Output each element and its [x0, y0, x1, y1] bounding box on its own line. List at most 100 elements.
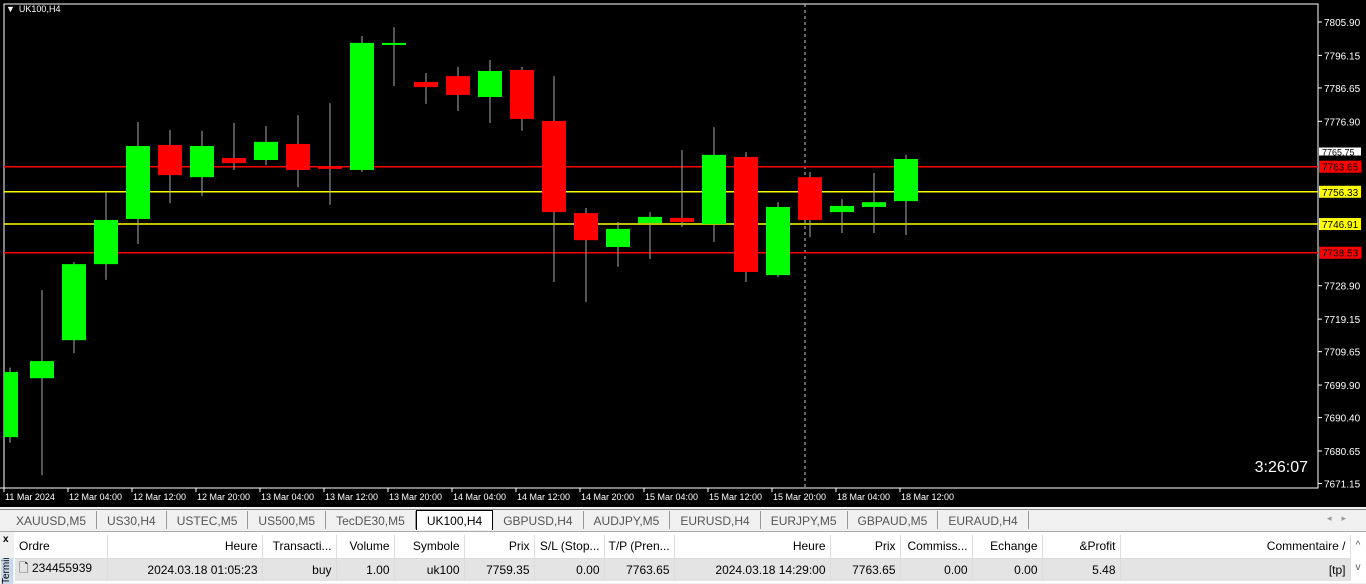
- table-cell: 0.00: [900, 558, 973, 581]
- bull-candle: [606, 228, 630, 248]
- tab-uk100-h4[interactable]: UK100,H4: [415, 510, 494, 530]
- time-tick-label: 18 Mar 12:00: [901, 492, 954, 502]
- table-cell: buy: [262, 558, 337, 581]
- bull-candle: [254, 141, 278, 161]
- bull-candle: [862, 202, 886, 207]
- column-header[interactable]: Heure: [107, 535, 263, 559]
- chart-tabs: XAUUSD,M5 US30,H4 USTEC,M5 US500,M5 TecDE30,…: [0, 509, 1366, 530]
- table-cell: 1.00: [336, 558, 395, 581]
- close-icon[interactable]: x: [3, 534, 9, 545]
- level-label-bg: [1319, 160, 1361, 173]
- table-cell: 7759.35: [464, 558, 535, 581]
- cell: 2024.03.18 01:05:23: [147, 562, 258, 577]
- time-tick-label: 13 Mar 12:00: [325, 492, 378, 502]
- price-tick-label: 7671.15: [1324, 480, 1361, 491]
- column-header[interactable]: T/P (Pren...: [604, 535, 675, 559]
- table-cell: 0.00: [972, 558, 1043, 581]
- tab-xauusd-m5[interactable]: XAUUSD,M5: [6, 511, 98, 529]
- dropdown-triangle-icon[interactable]: ▼: [6, 4, 15, 14]
- column-header[interactable]: S/L (Stop...: [534, 535, 605, 559]
- candle-countdown: 3:26:07: [1254, 459, 1308, 476]
- tab-eurjpy-m5[interactable]: EURJPY,M5: [761, 511, 848, 529]
- scroll-down-icon[interactable]: v: [1355, 562, 1361, 573]
- column-header[interactable]: Commiss...: [900, 535, 973, 559]
- bear-candle: [446, 76, 470, 95]
- tab-gbpaud-m5[interactable]: GBPAUD,M5: [848, 511, 939, 529]
- column-header[interactable]: Volume: [336, 535, 395, 559]
- column-header[interactable]: Symbole: [394, 535, 465, 559]
- tab-us30-h4[interactable]: US30,H4: [97, 511, 167, 529]
- cell: uk100: [426, 562, 460, 577]
- level-label-bg: [1319, 246, 1361, 259]
- cell: 0.00: [944, 562, 968, 577]
- column-header[interactable]: Prix: [464, 535, 535, 559]
- level-label: 7763.65: [1322, 163, 1359, 174]
- terminal-label: Terminal: [1, 558, 13, 584]
- scroll-up-icon[interactable]: ^: [1355, 540, 1361, 551]
- time-tick-label: 12 Mar 04:00: [69, 492, 122, 502]
- time-tick-label: 13 Mar 04:00: [261, 492, 314, 502]
- bear-candle: [542, 120, 566, 213]
- tab-tecde30-m5[interactable]: TecDE30,M5: [326, 511, 416, 529]
- cell: buy: [312, 562, 332, 577]
- bear-candle: [670, 217, 694, 223]
- terminal-panel: x Terminal Ordre Heure Transacti... Volume S…: [0, 531, 1366, 584]
- bull-candle: [382, 42, 406, 45]
- column-header[interactable]: Transacti...: [262, 535, 337, 559]
- time-tick-label: 18 Mar 04:00: [837, 492, 890, 502]
- bear-candle: [222, 157, 246, 164]
- bull-candle: [638, 216, 662, 224]
- chart-frame: [3, 3, 1319, 489]
- tab-us500-m5[interactable]: US500,M5: [248, 511, 327, 529]
- chart-symbol[interactable]: ▼ UK100,H4: [6, 4, 61, 14]
- price-tick-label: 7805.90: [1324, 18, 1361, 29]
- bull-candle: [94, 219, 118, 265]
- tab-audjpy-m5[interactable]: AUDJPY,M5: [584, 511, 671, 529]
- column-header[interactable]: Commentaire /: [1120, 535, 1351, 559]
- time-tick-label: 14 Mar 20:00: [581, 492, 634, 502]
- price-tick-label: 7786.65: [1324, 84, 1361, 95]
- time-tick-label: 12 Mar 20:00: [197, 492, 250, 502]
- time-tick-label: 15 Mar 12:00: [709, 492, 762, 502]
- column-header[interactable]: Prix: [830, 535, 901, 559]
- column-header[interactable]: &Profit: [1042, 535, 1121, 559]
- table-row[interactable]: 🗋 234455939 2024.03.18 01:05:23 buy 1.00 uk1…: [15, 558, 1351, 581]
- tab-eurusd-h4[interactable]: EURUSD,H4: [670, 511, 761, 529]
- cell: 5.48: [1092, 562, 1116, 577]
- tab-gbpusd-h4[interactable]: GBPUSD,H4: [493, 511, 584, 529]
- vertical-scrollbar[interactable]: ^ v: [1350, 535, 1366, 583]
- order-icon: 🗋: [19, 561, 32, 576]
- price-chart[interactable]: 7805.90 7796.15 7786.65 7776.90 7728.90 7719.…: [0, 0, 1366, 507]
- time-tick-label: 12 Mar 12:00: [133, 492, 186, 502]
- table-cell: 5.48: [1042, 558, 1121, 581]
- tab-scroll-arrows-icon[interactable]: ◂▸: [1326, 513, 1356, 523]
- price-tick-label: 7728.90: [1324, 282, 1361, 293]
- price-tick-label: 7796.15: [1324, 51, 1361, 62]
- column-header[interactable]: Heure: [674, 535, 831, 559]
- bull-candle: [190, 145, 214, 178]
- price-tick-label: 7690.40: [1324, 414, 1361, 425]
- price-tick-label: 7719.15: [1324, 315, 1361, 326]
- table-cell: 0.00: [534, 558, 605, 581]
- price-tick-label: 7680.65: [1324, 447, 1361, 458]
- price-tick-label: 7699.90: [1324, 381, 1361, 392]
- column-header[interactable]: Ordre: [15, 535, 108, 559]
- column-header[interactable]: Echange: [972, 535, 1043, 559]
- price-tick-label: 7776.90: [1324, 117, 1361, 128]
- terminal-sidebar: x Terminal: [0, 532, 14, 584]
- cell: 1.00: [366, 562, 390, 577]
- tab-ustec-m5[interactable]: USTEC,M5: [167, 511, 249, 529]
- bear-candle: [574, 213, 598, 241]
- table-cell: 7763.65: [604, 558, 675, 581]
- tab-euraud-h4[interactable]: EURAUD,H4: [938, 511, 1029, 529]
- bull-candle: [702, 154, 726, 225]
- bid-label-bg: [1319, 147, 1361, 156]
- time-tick-label: 15 Mar 20:00: [773, 492, 826, 502]
- time-tick-label: 11 Mar 2024: [5, 492, 55, 502]
- bear-candle: [510, 69, 534, 119]
- bull-candle: [4, 372, 18, 438]
- table-cell: uk100: [394, 558, 465, 581]
- bull-candle: [830, 205, 854, 213]
- level-label: 7756.33: [1322, 188, 1359, 199]
- bull-candle: [478, 70, 502, 98]
